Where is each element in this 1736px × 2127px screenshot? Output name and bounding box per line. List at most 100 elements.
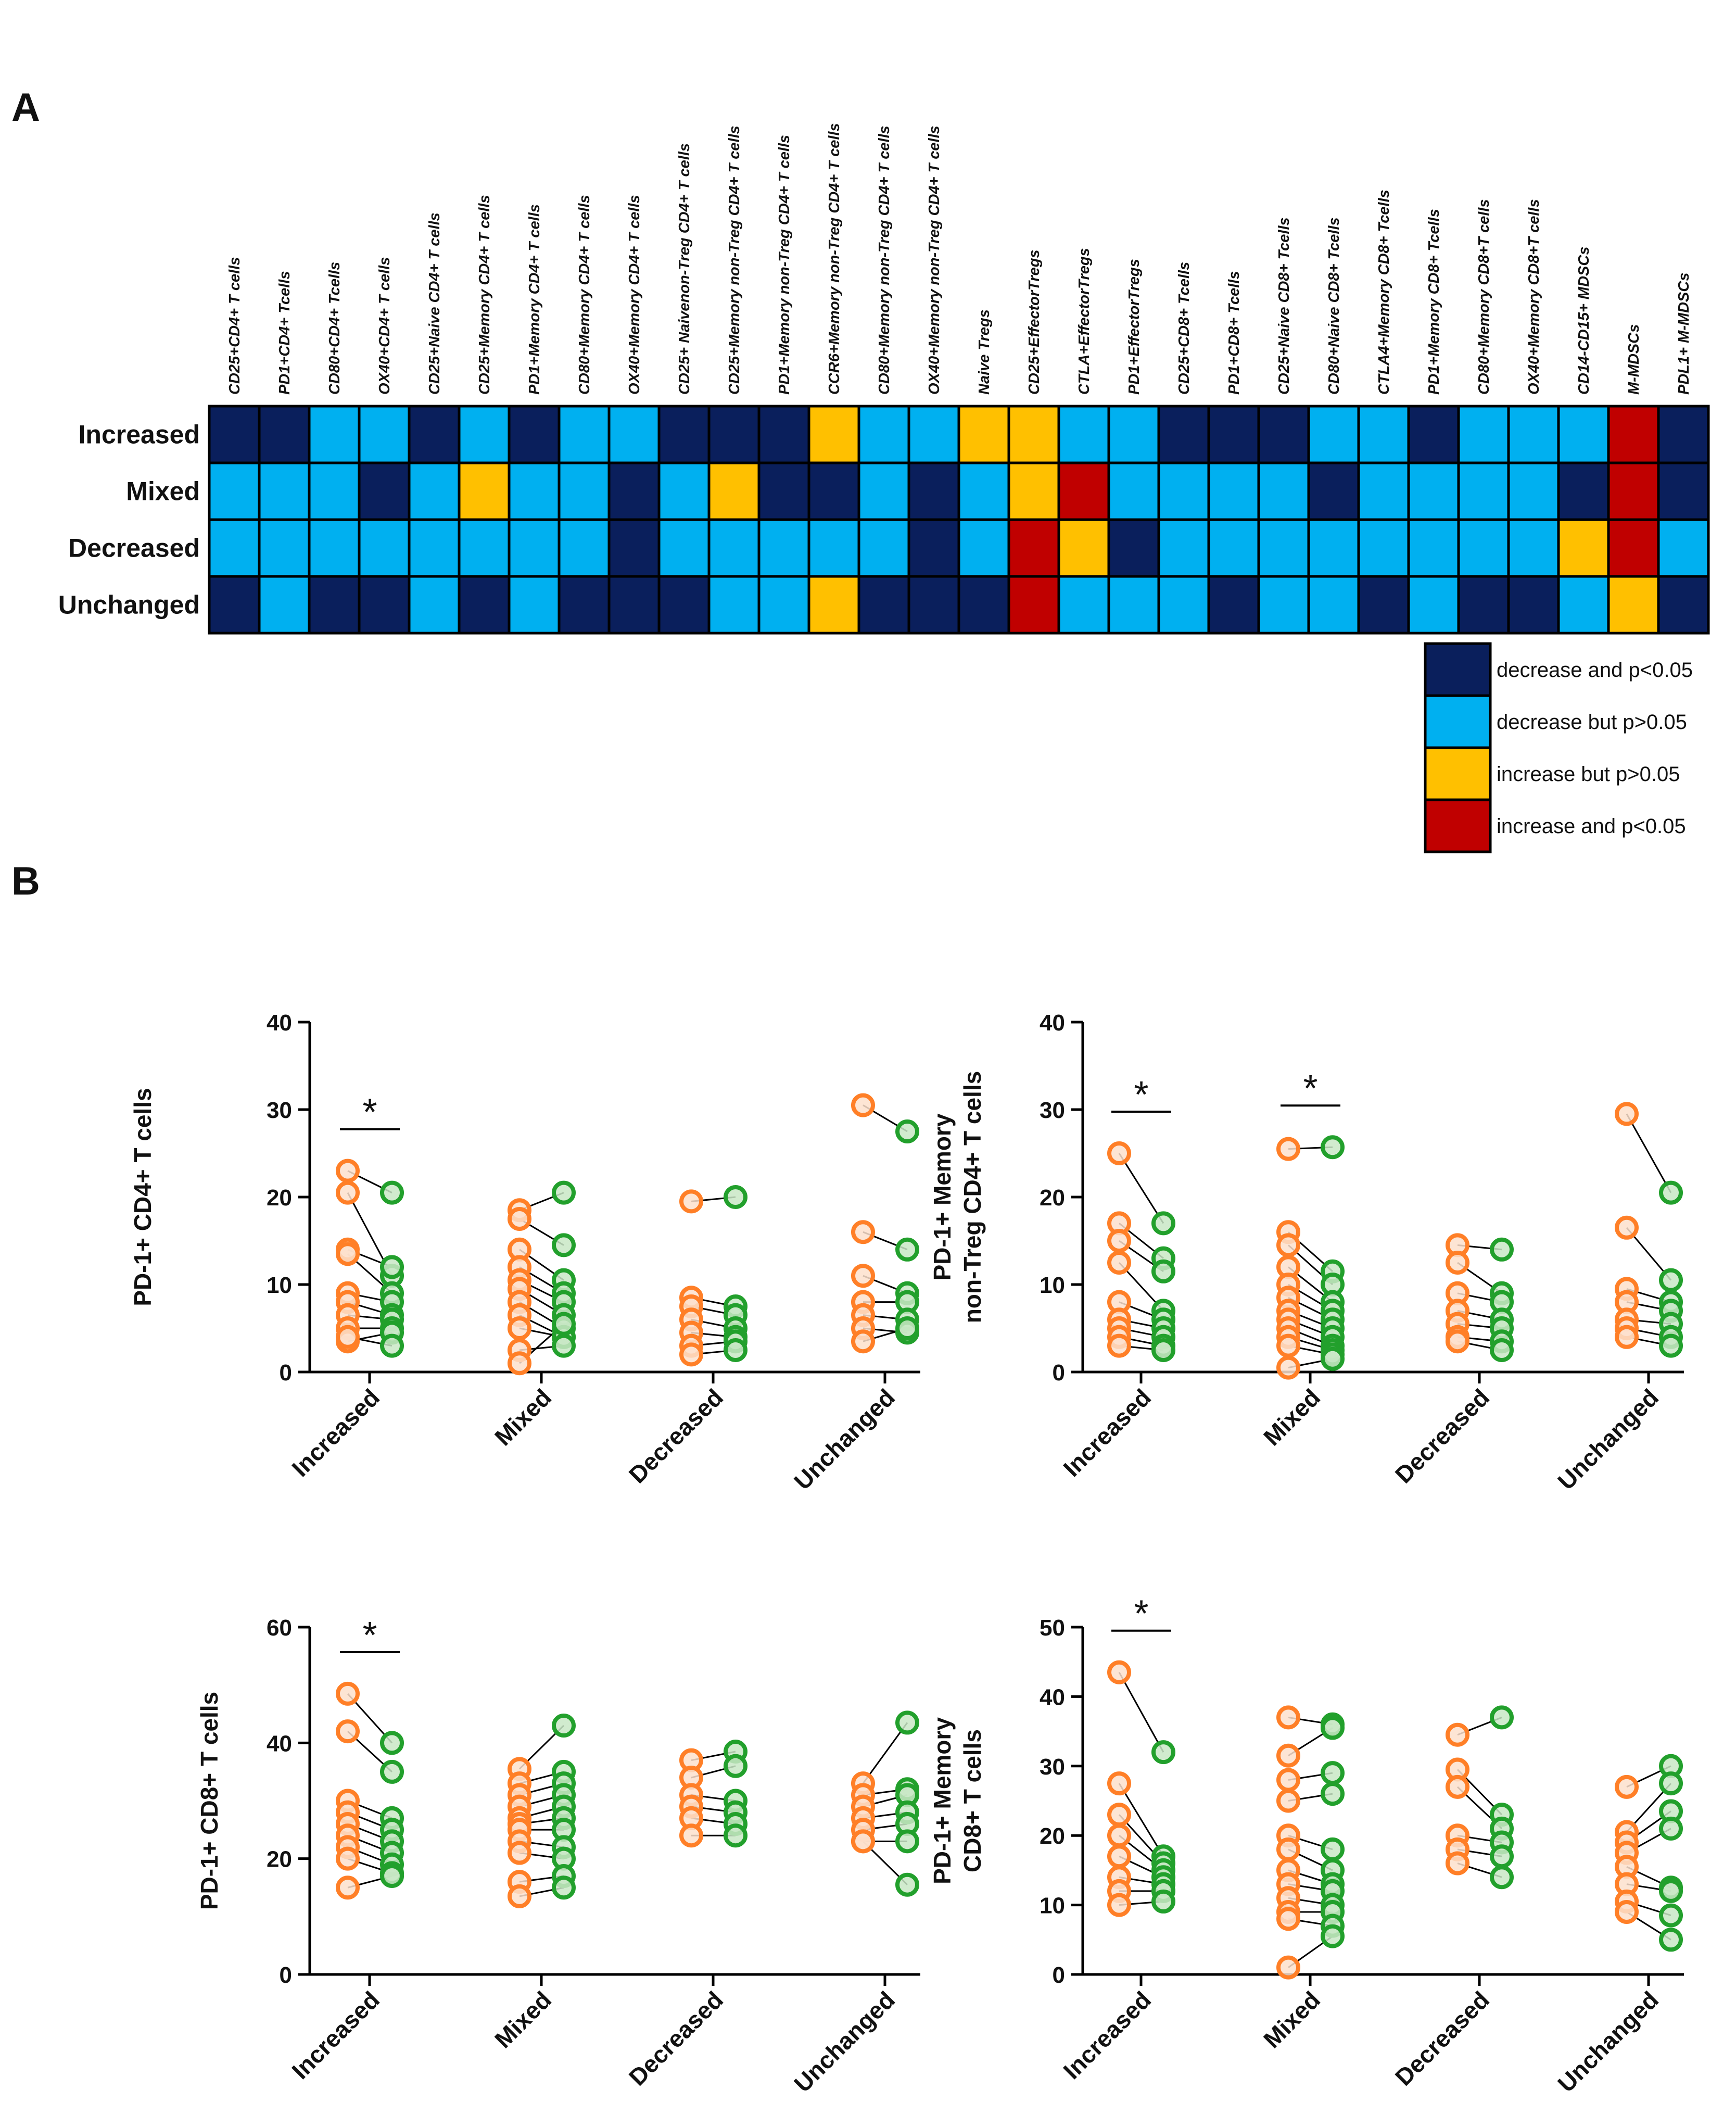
before-point [1276,1768,1300,1792]
column-label: PD1+Memory non-Treg CD4+ T cells [776,135,793,395]
after-point [380,1731,404,1755]
heatmap-cell [1057,575,1110,635]
scatter-plots: 0 10 20 30 40 PD-1+ CD4+ T cells Increased Mixe… [129,1010,1684,2097]
after-point [895,1829,919,1854]
heatmap-cell [707,518,761,578]
after-point [1321,1716,1345,1740]
heatmap-cell [358,518,411,578]
before-point [1615,1774,1639,1799]
heatmap-cell [1057,405,1110,464]
heatmap-cell [208,461,261,521]
heatmap-cell [1657,461,1710,521]
after-point [552,1312,576,1336]
y-tick-label: 30 [267,1098,292,1123]
after-point [1151,1259,1175,1283]
after-point [1321,1837,1345,1861]
panel-a-letter: A [11,85,40,130]
column-label: CD80+Memory CD8+T cells [1476,199,1492,395]
y-tick-label: 0 [280,1962,292,1988]
pair-line [862,1722,908,1784]
heatmap-cell [1457,575,1510,635]
heatmap-cell [1057,461,1110,521]
y-tick-label: 20 [1040,1823,1065,1849]
after-point [1490,1865,1514,1890]
heatmap-cell [1257,405,1310,464]
column-label: CD80+Memory CD4+ T cells [576,195,593,395]
column-label: OX40+Memory CD8+T cells [1526,199,1542,395]
x-category-label: Unchanged [1552,1383,1664,1495]
heatmap-cell [1607,575,1660,635]
x-category-label: Increased [286,1986,385,2084]
heatmap: Increased Mixed Decreased Unchanged CD25+CD4… [58,123,1710,635]
heatmap-cell [358,575,411,635]
after-point [552,1333,576,1358]
heatmap-cell [1507,405,1560,464]
before-point [508,1351,531,1376]
heatmap-cell [857,518,910,578]
heatmap-cell [757,518,810,578]
scatter-plot: 0 10 20 30 40 50 PD-1+ Memory CD8+ T cells Incre… [929,1593,1684,2097]
heatmap-cell [1607,461,1660,521]
legend-label: increase but p>0.05 [1497,763,1680,786]
heatmap-cell [258,461,311,521]
after-point [1659,1180,1683,1205]
heatmap-cell [1407,518,1460,578]
legend-label: increase and p<0.05 [1497,815,1686,838]
heatmap-cell [1357,575,1410,635]
heatmap-cell [1107,575,1160,635]
x-category-label: Decreased [624,1383,728,1488]
before-point [1276,1705,1300,1730]
heatmap-cell [1657,575,1710,635]
heatmap-cell [458,461,511,521]
before-point [1446,1329,1469,1354]
heatmap-cell [508,461,561,521]
heatmap-cell [1307,405,1360,464]
heatmap-cell [607,518,661,578]
significance-star: * [1303,1068,1317,1110]
y-tick-label: 10 [1040,1273,1065,1298]
heatmap-cell [358,461,411,521]
scatter-plot: 0 10 20 30 40 PD-1+ Memory non-Treg CD4+ T cel… [929,1010,1684,1495]
x-category-label: Mixed [489,1986,556,2053]
panel-b-letter: B [11,859,40,903]
y-tick-label: 10 [1040,1893,1065,1919]
before-point [851,1264,875,1288]
x-category-label: Mixed [1258,1383,1325,1451]
after-point [1321,1346,1345,1371]
heatmap-cell [1507,575,1560,635]
before-point [851,1829,875,1854]
legend-label: decrease but p>0.05 [1497,711,1687,734]
column-label: PD1+EffectorTregs [1126,259,1143,395]
heatmap-cell [508,405,561,464]
after-point [1151,1211,1175,1236]
after-point [724,1823,747,1848]
heatmap-cell [907,405,960,464]
scatter-plot: 0 10 20 30 40 PD-1+ CD4+ T cells Increased Mixe… [129,1010,920,1495]
column-label: OX40+CD4+ T cells [376,257,393,395]
scatter-plot: 0 20 40 60 PD-1+ CD8+ T cells Increased Mixed D… [196,1615,920,2097]
column-label: CD80+CD4+ Tcells [326,262,343,395]
column-label: M-MDSCs [1626,324,1642,395]
after-point [1659,1333,1683,1358]
y-tick-label: 60 [267,1615,292,1641]
after-point [380,1180,404,1205]
y-tick-label: 20 [1040,1185,1065,1211]
y-axis-title: PD-1+ CD4+ T cells [129,1088,156,1306]
heatmap-cell [707,405,761,464]
legend-swatch [1424,642,1492,697]
y-tick-label: 20 [267,1185,292,1211]
heatmap-cell [857,405,910,464]
heatmap-cell [1157,461,1210,521]
after-point [895,1119,919,1143]
heatmap-cell [557,518,611,578]
heatmap-cell [807,575,860,635]
before-point [1107,1251,1131,1275]
heatmap-cell [508,518,561,578]
heatmap-cell [1407,575,1460,635]
heatmap-cell [557,575,611,635]
before-point [679,1342,703,1367]
heatmap-cell [1607,405,1660,464]
column-label: PDL1+ M-MDSCs [1676,273,1692,395]
significance-star: * [362,1092,377,1134]
